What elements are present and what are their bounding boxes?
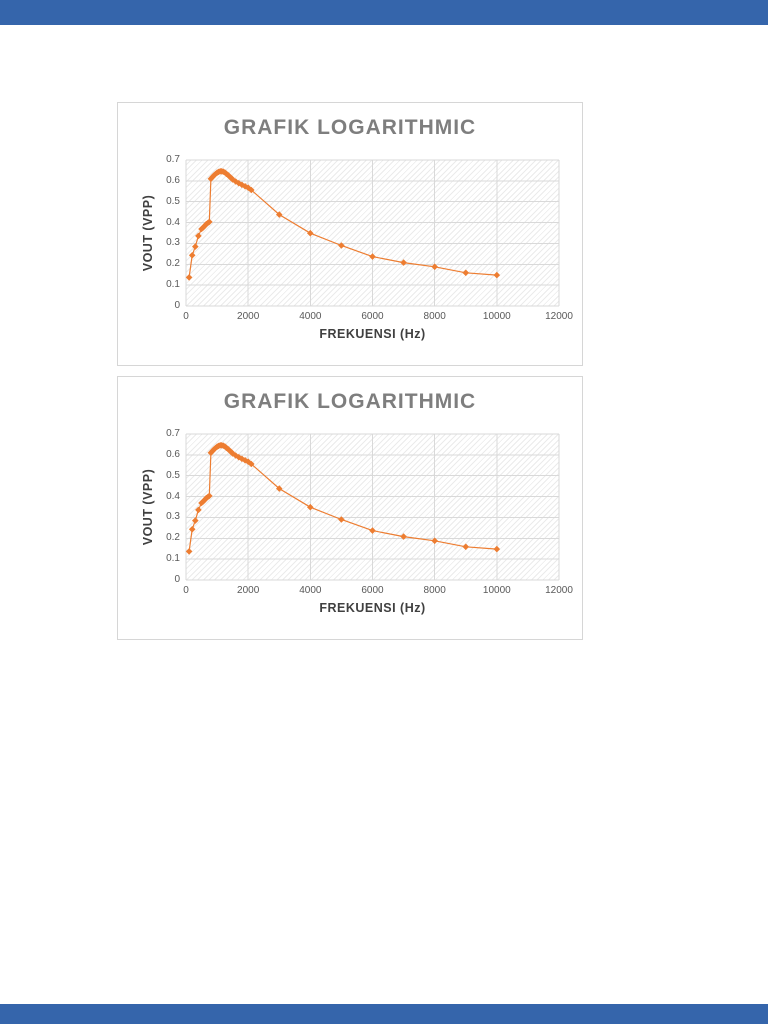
x-tick-label: 4000	[299, 311, 322, 322]
x-tick-label: 6000	[361, 585, 384, 596]
x-tick-label: 4000	[299, 585, 322, 596]
x-tick-label: 10000	[482, 585, 511, 596]
x-tick-label: 12000	[545, 311, 573, 322]
x-tick-label: 6000	[361, 311, 384, 322]
x-axis-title: FREKUENSI (Hz)	[319, 327, 426, 341]
chart-title: GRAFIK LOGARITHMIC	[223, 390, 477, 413]
y-tick-label: 0.7	[166, 154, 180, 165]
x-tick-label: 8000	[423, 585, 446, 596]
x-tick-label: 0	[183, 311, 189, 322]
y-tick-label: 0.4	[166, 490, 180, 502]
y-tick-label: 0	[174, 574, 180, 585]
chart-logarithmic-2: GRAFIK LOGARITHMIC VOUT (VPP) FREKUENSI …	[117, 376, 583, 640]
line-series-plot	[185, 159, 560, 307]
y-tick-label: 0	[174, 300, 180, 311]
y-tick-label: 0.1	[166, 553, 180, 565]
y-tick-label: 0.3	[166, 237, 180, 249]
y-tick-label: 0.6	[166, 448, 180, 460]
y-tick-label: 0.5	[166, 469, 180, 481]
y-tick-label: 0.3	[166, 511, 180, 523]
y-tick-label: 0.2	[166, 532, 180, 544]
x-axis-title: FREKUENSI (Hz)	[319, 601, 426, 615]
y-tick-label: 0.6	[166, 174, 180, 186]
x-tick-label: 10000	[482, 311, 511, 322]
y-tick-label: 0.5	[166, 195, 180, 207]
x-tick-label: 2000	[237, 311, 260, 322]
chart-title: GRAFIK LOGARITHMIC	[223, 116, 477, 139]
viewer-bottom-bar	[0, 1004, 768, 1024]
y-tick-label: 0.2	[166, 258, 180, 270]
y-tick-label: 0.4	[166, 216, 180, 228]
x-tick-label: 0	[183, 585, 189, 596]
x-tick-label: 8000	[423, 311, 446, 322]
plot-area	[185, 159, 560, 307]
plot-area	[185, 433, 560, 581]
y-tick-label: 0.1	[166, 279, 180, 291]
viewer-top-bar	[0, 0, 768, 25]
x-tick-label: 2000	[237, 585, 260, 596]
chart-logarithmic-1: GRAFIK LOGARITHMIC VOUT (VPP) FREKUENSI …	[117, 102, 583, 366]
y-tick-label: 0.7	[166, 428, 180, 439]
x-tick-label: 12000	[545, 585, 573, 596]
line-series-plot	[185, 433, 560, 581]
